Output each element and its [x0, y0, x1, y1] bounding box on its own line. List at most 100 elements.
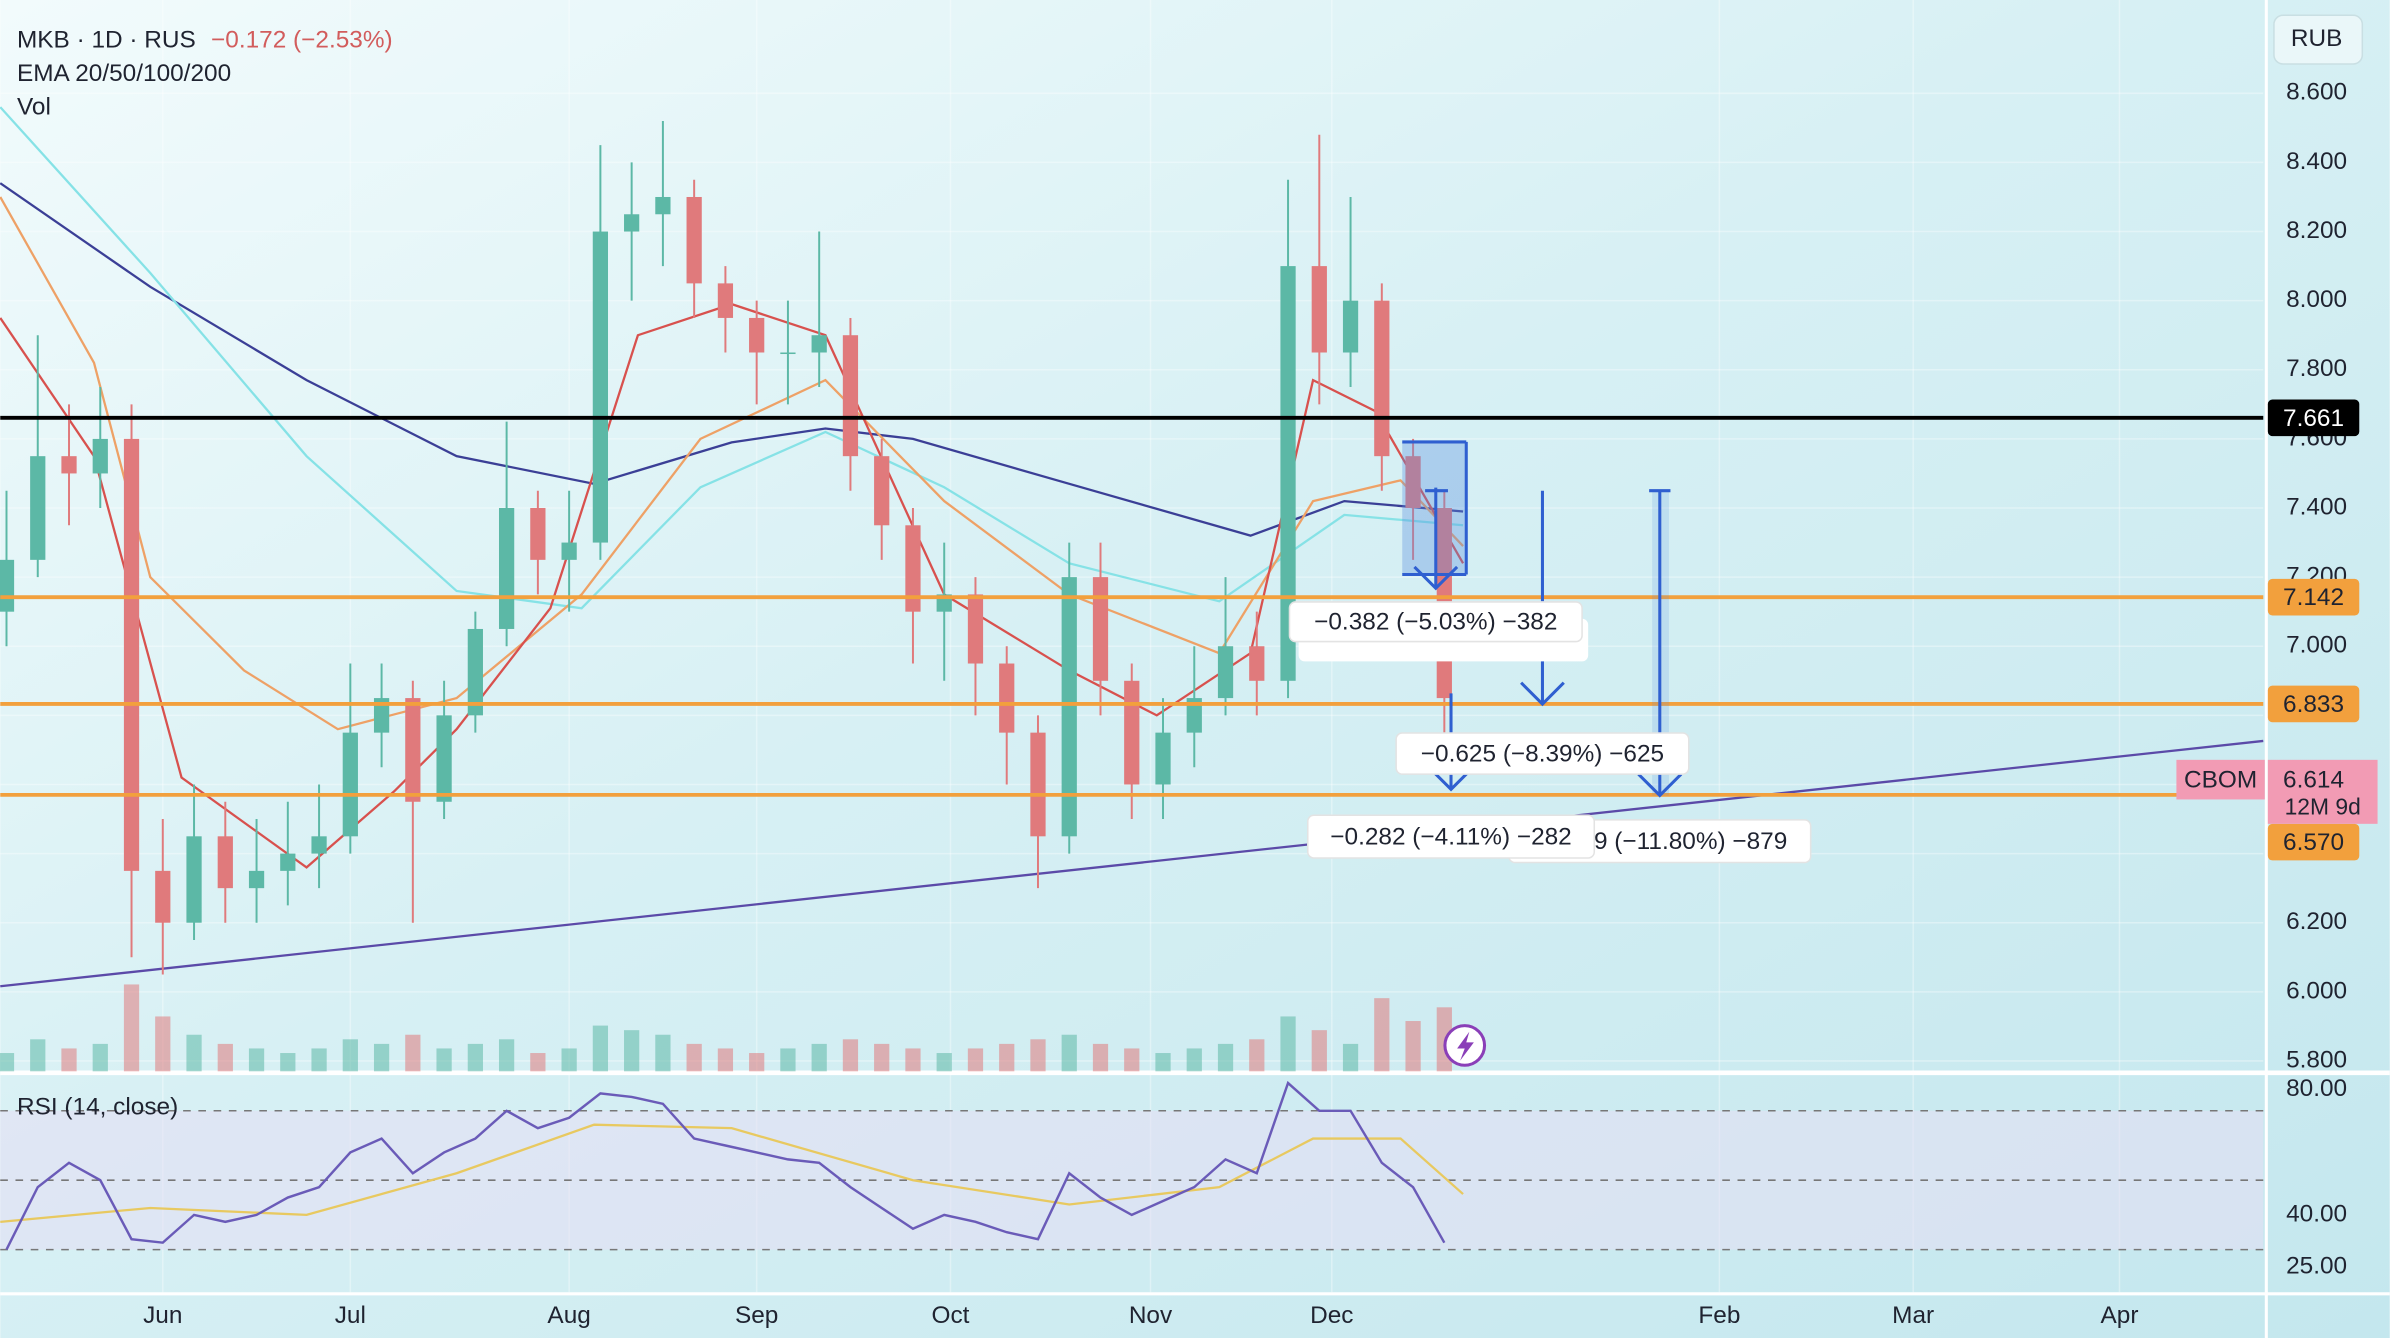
candle-body	[1124, 680, 1140, 785]
drawings: −0.382 (−5.03%) −382 −0.625 (−8.39%) −625…	[0, 415, 2264, 864]
volume-bar	[1186, 1048, 1202, 1072]
volume-bar	[155, 1016, 171, 1072]
volume-bar	[905, 1048, 921, 1072]
candle-body	[717, 283, 734, 318]
measure-arrowhead	[1637, 773, 1683, 798]
volume-bar	[61, 1048, 77, 1072]
candle-body	[405, 698, 421, 802]
measure-arrowhead	[1413, 565, 1459, 591]
measure-box	[1395, 732, 1690, 775]
volume-bar	[1155, 1053, 1171, 1072]
candle-body	[30, 456, 46, 560]
marker-value: 6.614	[2283, 767, 2344, 794]
y-tick-label: 7.000	[2286, 632, 2347, 659]
candle-body	[186, 836, 202, 923]
candle-body	[905, 525, 921, 612]
trendline	[0, 739, 2264, 988]
level-badge	[2267, 823, 2360, 861]
volume-bar	[311, 1048, 327, 1072]
candle-body	[874, 456, 890, 526]
volume-bar	[0, 1053, 15, 1072]
volume-bar	[30, 1039, 46, 1072]
candle-body	[999, 663, 1015, 733]
level-badge	[2267, 685, 2360, 723]
x-tick-label: Jul	[335, 1302, 366, 1329]
candle-body	[280, 853, 296, 871]
x-tick-label: Dec	[1310, 1302, 1353, 1329]
candle-body	[842, 335, 859, 457]
volume-bar	[811, 1043, 827, 1072]
volume-bar	[530, 1053, 546, 1072]
volume-bar	[280, 1053, 296, 1072]
y-tick-label: 8.400	[2286, 148, 2347, 175]
measure-arrowhead	[1520, 681, 1565, 707]
volume-bar	[123, 984, 140, 1072]
candle-body	[467, 628, 483, 716]
volume-bar	[436, 1048, 452, 1072]
volume-bar	[92, 1043, 108, 1072]
candle-body	[373, 698, 390, 733]
level-badge-label: 6.833	[2283, 691, 2344, 718]
x-tick-label: Aug	[547, 1302, 590, 1329]
volume-bar	[373, 1043, 390, 1072]
candle-body	[780, 352, 796, 355]
measure-label: −0.382 (−5.03%) −382	[1314, 609, 1557, 636]
level-badge-label: 7.142	[2283, 584, 2344, 611]
volume-bar	[1249, 1039, 1265, 1072]
volume-bar	[936, 1053, 952, 1072]
candle-body	[1217, 646, 1234, 699]
candle-body	[248, 870, 265, 889]
candle-body	[1030, 732, 1046, 837]
candle-body	[624, 214, 640, 232]
volume-bar	[467, 1043, 483, 1072]
volume-bar	[1124, 1048, 1140, 1072]
price-change: −0.172 (−2.53%)	[211, 27, 393, 54]
y-tick-label: 8.000	[2286, 286, 2347, 313]
candle-body	[1092, 577, 1109, 681]
candle-body	[342, 732, 358, 837]
volume-bar	[405, 1034, 421, 1072]
candle-body	[0, 559, 15, 612]
currency-button[interactable]	[2273, 14, 2364, 65]
rsi-ma	[0, 1123, 1464, 1223]
volume-bar	[1217, 1043, 1234, 1072]
volume-bar	[967, 1048, 984, 1072]
volume-bar	[1280, 1016, 1296, 1072]
x-tick-label: Sep	[735, 1302, 778, 1329]
measure-box	[1288, 601, 1583, 643]
volume-bar	[717, 1048, 734, 1072]
candle-body	[592, 231, 609, 543]
alert-icon[interactable]	[1443, 1024, 1487, 1067]
volume-bar	[248, 1048, 265, 1072]
ema-line	[0, 106, 1464, 610]
candle-body	[1186, 698, 1202, 733]
volume-bar	[342, 1039, 358, 1072]
candle-body	[1061, 577, 1077, 837]
x-tick-label: Feb	[1698, 1302, 1740, 1329]
x-tick-label: Mar	[1892, 1302, 1934, 1329]
currency[interactable]: RUB	[2291, 25, 2342, 52]
chart-title: MKB · 1D · RUS	[17, 27, 196, 54]
x-tick-label: Nov	[1129, 1302, 1173, 1329]
volume-bar	[186, 1034, 202, 1072]
candle-body	[61, 456, 77, 474]
volume-bar	[1405, 1021, 1421, 1072]
ema-line	[0, 182, 1464, 537]
x-tick-label: Oct	[932, 1302, 970, 1329]
volume-bar	[842, 1039, 859, 1072]
legend: MKB · 1D · RUS −0.172 (−2.53%) EMA 20/50…	[17, 14, 2364, 1120]
volume-bar	[624, 1030, 640, 1072]
volume-bar	[1311, 1030, 1327, 1072]
volume-bar	[498, 1039, 515, 1072]
candle-body	[1374, 300, 1390, 457]
y-tick-label: 7.400	[2286, 493, 2347, 520]
candle-body	[749, 317, 765, 353]
alert-bolt[interactable]	[1457, 1031, 1474, 1061]
candle-body	[217, 836, 233, 889]
volume-bar	[1092, 1043, 1109, 1072]
candle-body	[530, 508, 546, 560]
candle-body	[1342, 300, 1359, 353]
measure-label: −0.282 (−4.11%) −282	[1330, 824, 1571, 851]
candle-body	[123, 438, 140, 871]
volume-bar	[780, 1048, 796, 1072]
